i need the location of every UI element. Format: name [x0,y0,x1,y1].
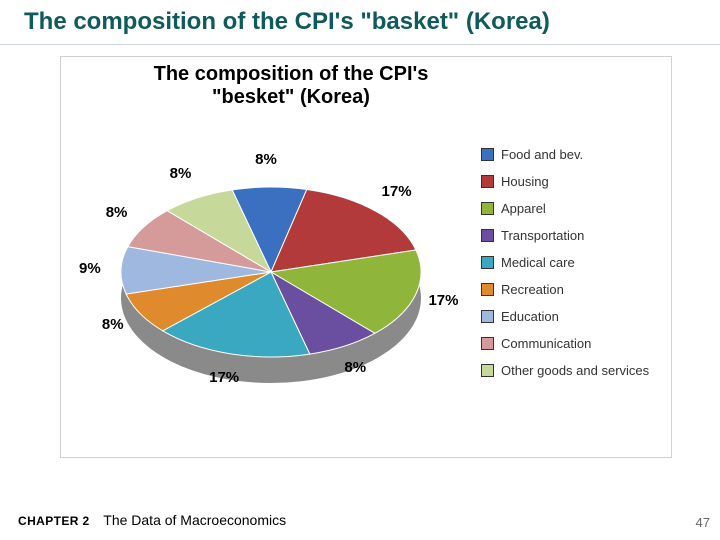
legend-label: Transportation [501,228,584,243]
legend-label: Education [501,309,559,324]
legend-swatch [481,283,494,296]
legend-swatch [481,202,494,215]
legend: Food and bev. Housing Apparel Transportatio… [481,147,661,390]
page-number: 47 [696,515,710,530]
legend-item: Other goods and services [481,363,661,378]
legend-item: Recreation [481,282,661,297]
slice-pct-label: 17% [209,369,239,386]
legend-swatch [481,364,494,377]
legend-swatch [481,175,494,188]
chart-title: The composition of the CPI's "besket" (K… [91,63,491,109]
legend-label: Apparel [501,201,546,216]
legend-swatch [481,310,494,323]
chart-title-line2: "besket" (Korea) [212,86,370,108]
legend-label: Housing [501,174,549,189]
chapter-label: CHAPTER 2 [18,514,90,528]
slice-pct-label: 17% [428,292,458,309]
legend-swatch [481,337,494,350]
slice-pct-label: 8% [170,165,192,182]
legend-label: Food and bev. [501,147,583,162]
legend-item: Medical care [481,255,661,270]
chart-title-line1: The composition of the CPI's [154,63,429,85]
slice-pct-label: 8% [344,359,366,376]
slice-pct-label: 8% [102,316,124,333]
legend-label: Medical care [501,255,575,270]
legend-item: Education [481,309,661,324]
slide-title: The composition of the CPI's "basket" (K… [24,8,696,36]
legend-swatch [481,229,494,242]
legend-label: Other goods and services [501,363,649,378]
legend-item: Apparel [481,201,661,216]
title-rule [0,44,720,45]
legend-item: Communication [481,336,661,351]
slice-pct-label: 17% [382,183,412,200]
footer: CHAPTER 2 The Data of Macroeconomics [18,512,286,528]
pie-3d-wrap [121,187,421,377]
slice-pct-label: 8% [106,204,128,221]
legend-item: Food and bev. [481,147,661,162]
legend-label: Recreation [501,282,564,297]
chapter-title: The Data of Macroeconomics [103,512,286,528]
slice-pct-label: 9% [79,260,101,277]
legend-label: Communication [501,336,591,351]
slice-pct-label: 8% [255,151,277,168]
chart-frame: The composition of the CPI's "besket" (K… [60,56,672,458]
legend-swatch [481,148,494,161]
legend-item: Housing [481,174,661,189]
legend-swatch [481,256,494,269]
legend-item: Transportation [481,228,661,243]
pie-area: 8%17%17%8%17%8%9%8%8% [81,147,451,447]
pie-svg [121,187,421,387]
